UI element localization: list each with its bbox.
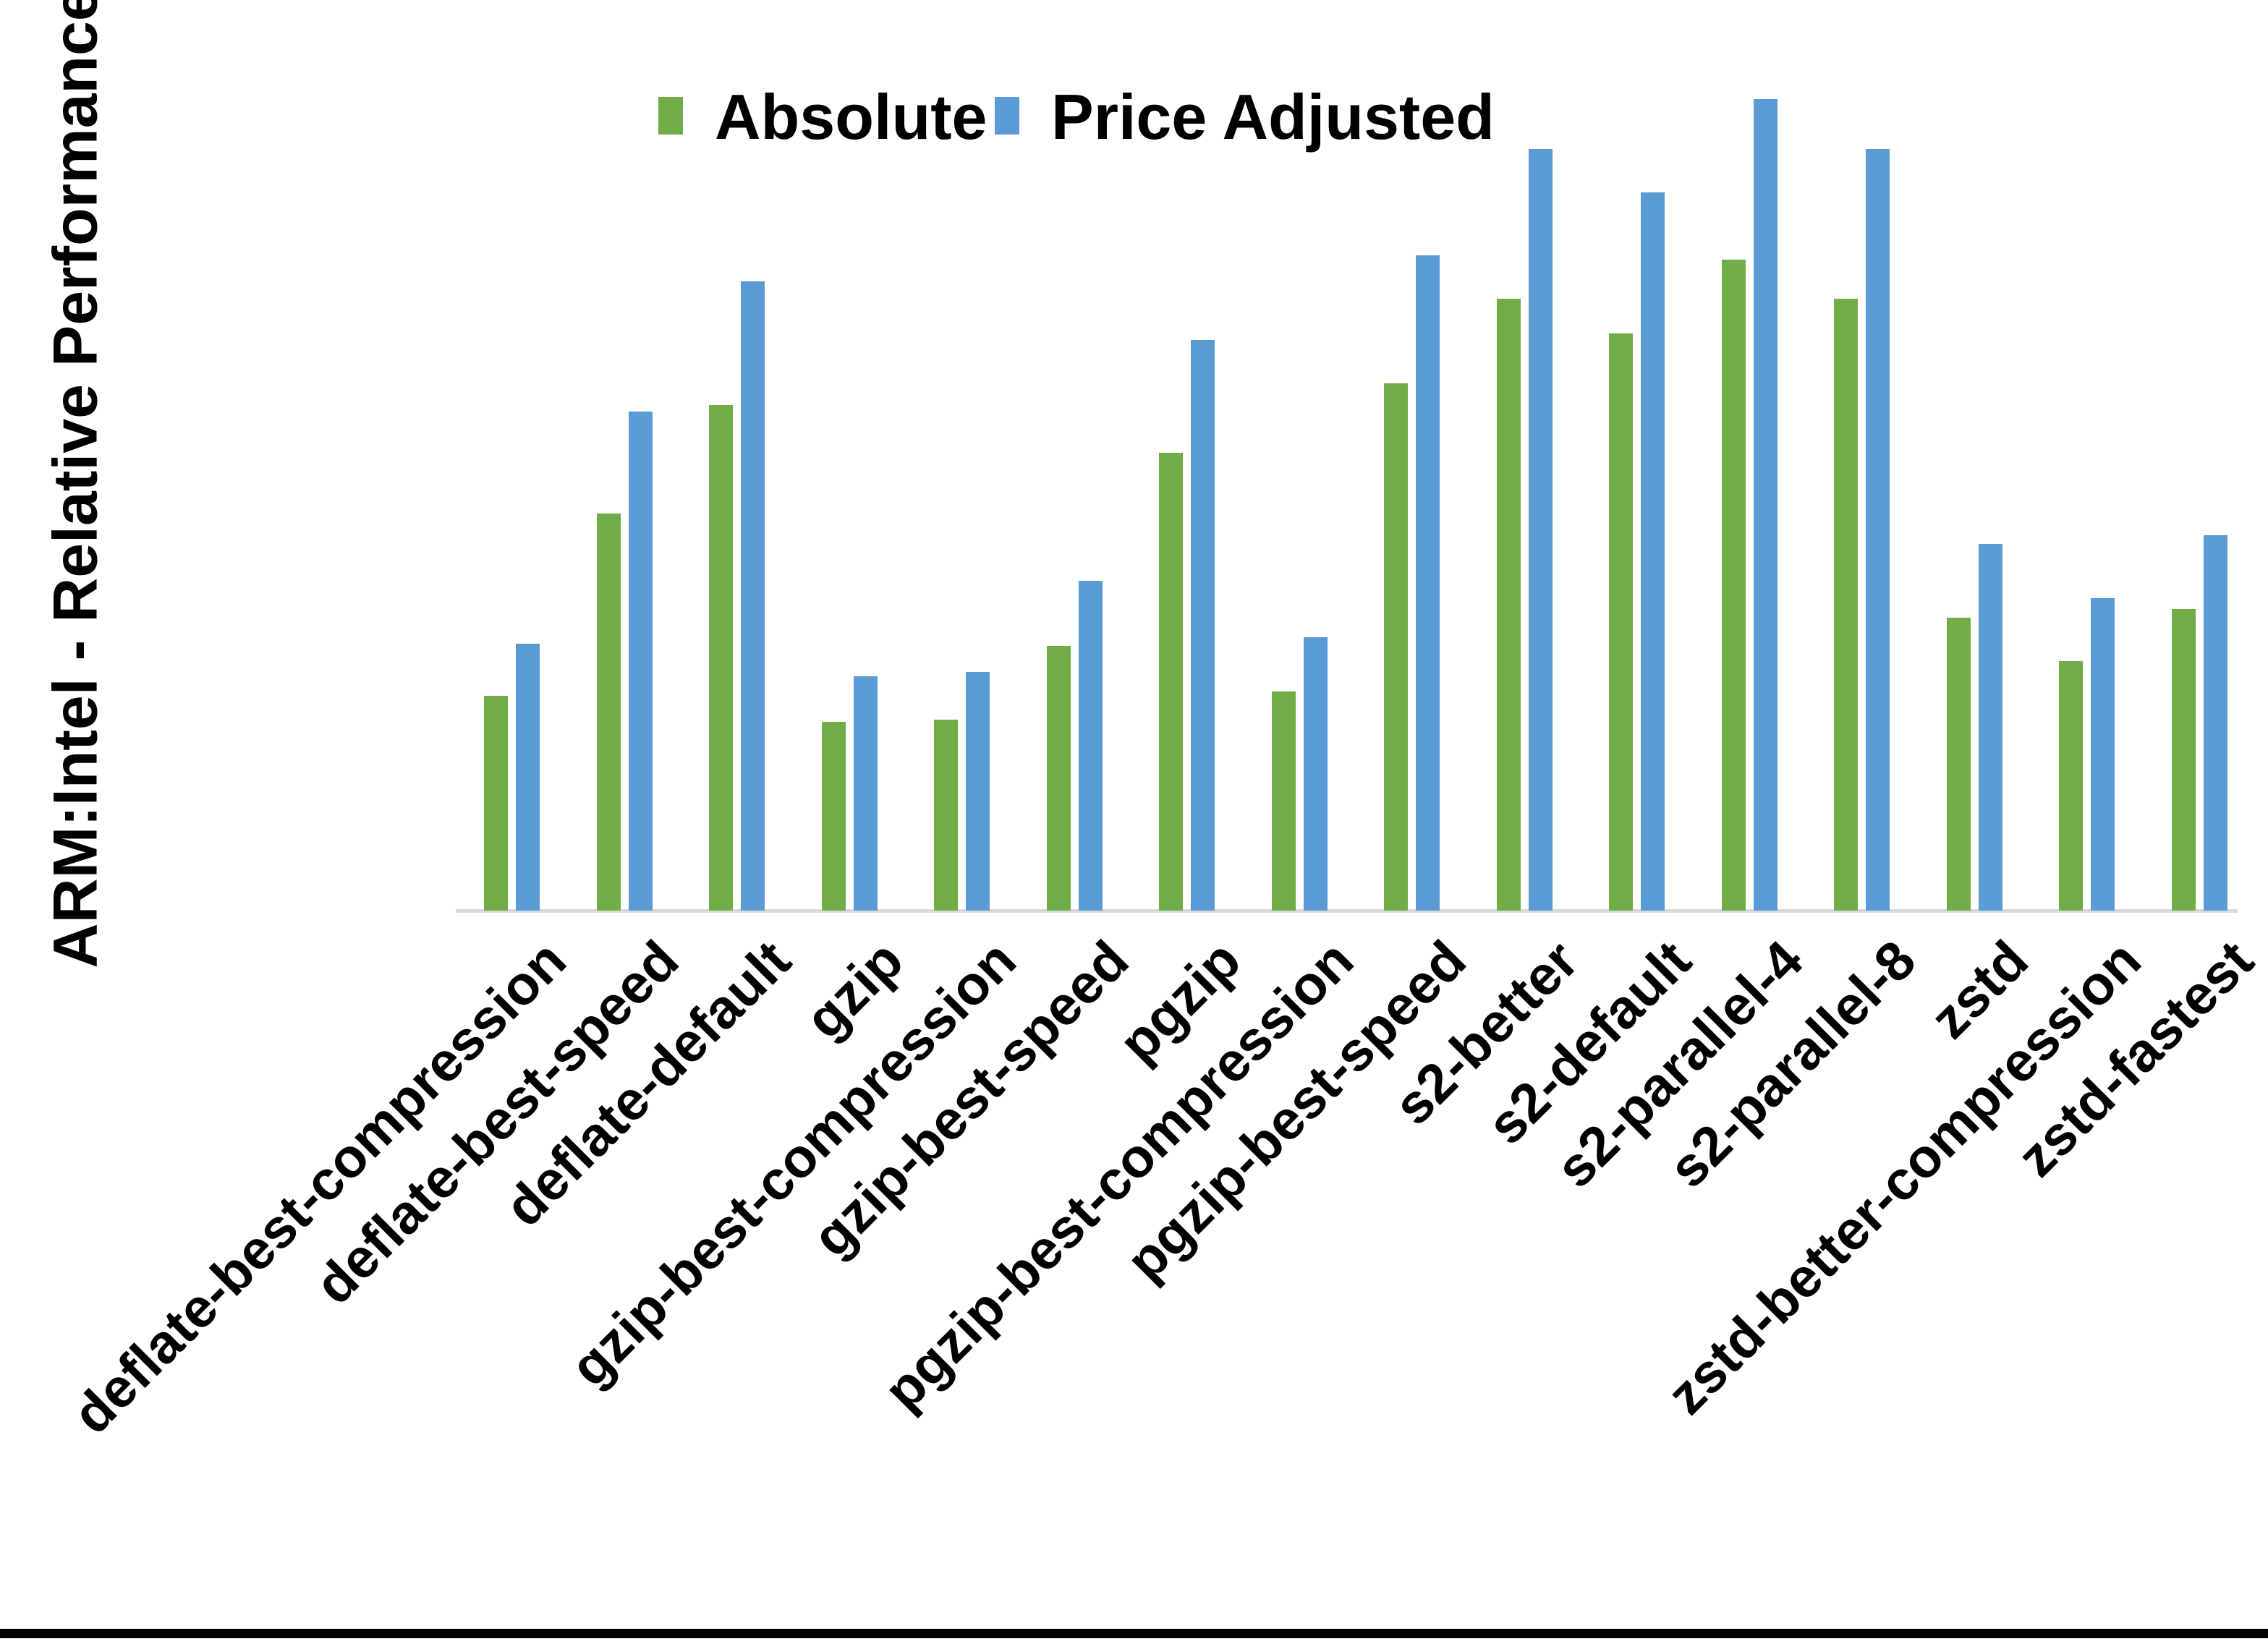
bar-absolute-s2-better (1497, 299, 1521, 911)
bar-price-adjusted-pgzip-best-compression (1304, 637, 1328, 911)
bar-absolute-deflate-best-speed (597, 514, 621, 911)
bar-price-adjusted-pgzip (1191, 340, 1215, 911)
bar-price-adjusted-zstd (1979, 544, 2002, 911)
bar-price-adjusted-deflate-best-speed (629, 412, 653, 911)
bar-absolute-pgzip-best-speed (1384, 383, 1408, 911)
legend-swatch-price-adjusted (995, 97, 1019, 135)
bar-price-adjusted-gzip-best-compression (966, 672, 990, 911)
bar-absolute-deflate-default (709, 405, 733, 911)
bar-absolute-gzip-best-compression (934, 720, 958, 911)
bar-price-adjusted-gzip (854, 676, 878, 911)
bar-price-adjusted-s2-default (1641, 192, 1665, 911)
bottom-border (0, 1629, 2268, 1638)
x-axis-line (456, 909, 2238, 913)
bar-price-adjusted-deflate-best-compression (516, 644, 540, 911)
y-axis-title: ARM:Intel - Relative Performance (41, 0, 111, 968)
bar-absolute-deflate-best-compression (484, 696, 508, 911)
bar-absolute-s2-parallel-8 (1834, 299, 1858, 911)
bar-price-adjusted-pgzip-best-speed (1416, 255, 1440, 911)
bar-price-adjusted-zstd-better-compression (2091, 598, 2115, 911)
bar-price-adjusted-gzip-best-speed (1079, 581, 1103, 911)
bar-price-adjusted-s2-parallel-4 (1754, 99, 1778, 911)
legend-label-absolute: Absolute (715, 81, 988, 153)
bar-price-adjusted-s2-better (1529, 149, 1553, 911)
bar-absolute-gzip (822, 722, 846, 911)
bar-absolute-zstd-fastest (2172, 609, 2196, 911)
bar-absolute-pgzip (1159, 453, 1183, 911)
bar-price-adjusted-s2-parallel-8 (1866, 149, 1890, 911)
legend-label-price-adjusted: Price Adjusted (1051, 81, 1495, 153)
bar-absolute-s2-parallel-4 (1722, 260, 1746, 911)
bar-absolute-zstd (1947, 618, 1971, 911)
bar-absolute-s2-default (1609, 333, 1633, 911)
bar-absolute-zstd-better-compression (2059, 661, 2083, 911)
bar-price-adjusted-deflate-default (741, 281, 765, 911)
bar-absolute-pgzip-best-compression (1272, 691, 1296, 911)
bar-absolute-gzip-best-speed (1047, 646, 1071, 911)
bar-price-adjusted-zstd-fastest (2204, 535, 2227, 911)
legend-swatch-absolute (658, 97, 683, 135)
